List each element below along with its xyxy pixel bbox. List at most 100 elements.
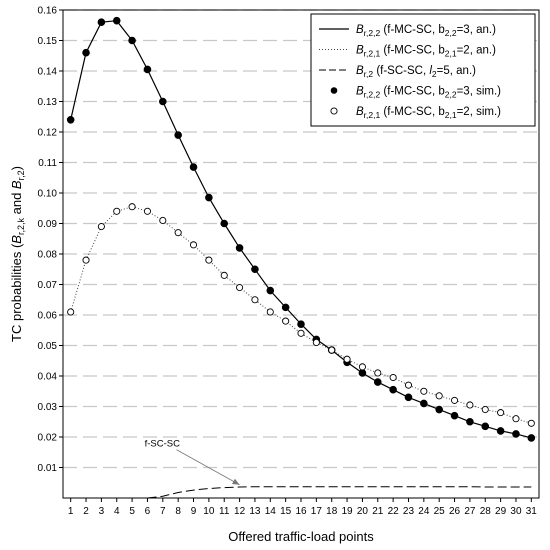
marker-b21-sim (358, 363, 366, 371)
y-title-b1: B (9, 235, 24, 244)
marker-b22-sim (512, 430, 520, 438)
legend-swatch-open-marker (330, 107, 338, 115)
y-title-b2-sub: r,2 (16, 170, 26, 180)
x-tick-label: 21 (372, 506, 384, 517)
y-title-suffix: ) (9, 166, 24, 170)
marker-b22-sim (281, 303, 290, 312)
x-tick-label: 15 (280, 506, 292, 517)
x-tick-label: 10 (203, 506, 215, 517)
x-tick-label: 22 (388, 506, 400, 517)
marker-b21-sim (143, 207, 152, 215)
marker-b21-sim (67, 308, 75, 316)
marker-b22-sim (220, 219, 229, 228)
y-axis-title: TC probabilities (Br,2,k and Br,2) (9, 166, 26, 342)
marker-b21-sim (450, 396, 459, 404)
ticks: 0.01 0.02 0.03 0.04 0.05 0.06 0.07 0.08 0.09 0.10… (38, 6, 538, 518)
marker-b22-sim (97, 18, 106, 27)
marker-b21-sim (343, 355, 351, 363)
x-tick-label: 19 (342, 506, 354, 517)
x-tick-label: 23 (403, 506, 415, 517)
marker-b21-sim (205, 256, 213, 264)
y-tick-label: 0.07 (38, 280, 58, 291)
marker-b21-sim (266, 308, 274, 316)
marker-b21-sim (189, 241, 198, 249)
marker-b22-sim (481, 422, 490, 431)
marker-b21-sim (420, 387, 428, 395)
marker-b22-sim (358, 369, 367, 377)
x-tick-label: 17 (311, 506, 323, 517)
annotation: f-SC-SC (145, 439, 240, 486)
marker-b21-sim (389, 373, 397, 382)
marker-b21-sim (251, 296, 259, 304)
marker-b21-sim (220, 271, 228, 279)
y-tick-label: 0.02 (38, 433, 58, 444)
marker-b21-sim (82, 256, 90, 264)
marker-b21-sim (374, 369, 382, 377)
marker-b21-sim (297, 329, 305, 337)
marker-b21-sim (435, 392, 443, 400)
marker-b22-sim (82, 48, 90, 57)
legend-box (310, 13, 536, 127)
x-tick-label: 8 (175, 506, 181, 517)
legend-label: Br,2,1 (f-MC-SC, b2,1=2, an.) (356, 45, 496, 59)
x-tick-label: 12 (234, 506, 246, 517)
x-tick-label: 6 (145, 506, 151, 517)
marker-b21-sim (512, 415, 520, 423)
x-tick-label: 18 (326, 506, 338, 517)
annotation-arrowhead (232, 478, 240, 485)
marker-b22-sim (159, 97, 167, 106)
marker-b22-sim (235, 244, 244, 252)
x-tick-label: 9 (191, 506, 197, 517)
marker-b21-sim (404, 381, 413, 389)
marker-b22-sim (128, 36, 136, 45)
x-tick-label: 16 (295, 506, 307, 517)
marker-b22-sim (66, 116, 75, 124)
x-tick-label: 5 (129, 506, 135, 517)
x-tick-label: 28 (480, 506, 492, 517)
x-tick-label: 26 (449, 506, 461, 517)
marker-b21-sim (174, 229, 182, 237)
y-title-b2: B (9, 180, 24, 189)
y-title-prefix: TC probabilities ( (9, 243, 24, 342)
x-tick-label: 24 (418, 506, 430, 517)
x-tick-label: 31 (526, 506, 538, 517)
legend-label: Br,2,2 (f-MC-SC, b2,2=3, an.) (356, 24, 496, 38)
marker-b22-sim (174, 131, 182, 139)
x-tick-label: 27 (464, 506, 476, 517)
x-tick-label: 29 (495, 506, 507, 517)
marker-b21-sim (97, 222, 105, 231)
y-tick-label: 0.04 (38, 372, 58, 383)
x-tick-label: 2 (83, 506, 89, 517)
series-layer (66, 16, 536, 499)
marker-b21-sim (236, 283, 244, 292)
y-tick-label: 0.03 (38, 402, 58, 413)
marker-b22-sim (450, 411, 459, 420)
series-line-b21-analytical (70, 206, 532, 424)
y-tick-label: 0.15 (38, 36, 58, 47)
x-tick-label: 7 (160, 506, 166, 517)
marker-b22-sim (496, 427, 505, 435)
marker-b21-sim (128, 203, 136, 211)
x-tick-label: 1 (68, 506, 74, 517)
marker-b21-sim (113, 207, 121, 215)
marker-b21-sim (481, 405, 489, 414)
y-tick-label: 0.11 (38, 158, 57, 169)
x-tick-label: 13 (249, 506, 261, 517)
y-tick-label: 0.09 (38, 219, 58, 230)
marker-b22-sim (435, 405, 443, 414)
marker-b22-sim (251, 265, 259, 274)
x-axis-title: Offered traffic-load points (228, 529, 374, 544)
y-tick-label: 0.12 (38, 128, 58, 139)
y-tick-label: 0.08 (38, 250, 58, 261)
marker-b22-sim (373, 378, 382, 386)
y-tick-label: 0.10 (38, 189, 58, 200)
marker-b22-sim (420, 399, 428, 408)
marker-b21-sim (328, 346, 336, 354)
annotation-label: f-SC-SC (145, 439, 181, 450)
marker-b22-sim (143, 65, 152, 74)
legend-label: Br,2,1 (f-MC-SC, b2,1=2, sim.) (356, 106, 501, 120)
marker-b22-sim (189, 163, 198, 171)
marker-b22-sim (466, 417, 474, 426)
y-title-mid: and (9, 189, 24, 218)
series-line-b2-analytical (147, 486, 532, 499)
